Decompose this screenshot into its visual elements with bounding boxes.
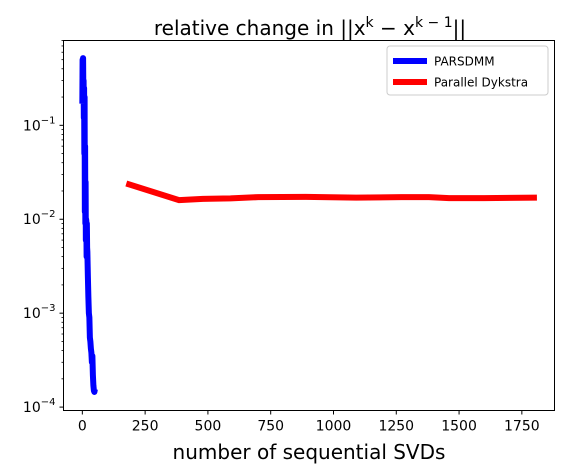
legend: PARSDMM Parallel Dykstra xyxy=(386,45,549,96)
chart-title: relative change in ||xk − xk − 1|| xyxy=(154,15,466,40)
chart-title-prefix: relative change in ||x xyxy=(154,16,366,40)
x-axis-label: number of sequential SVDs xyxy=(173,440,446,464)
x-tick-label: 0 xyxy=(78,419,87,435)
chart-title-mid: − x xyxy=(374,16,415,40)
chart-title-sup1: k xyxy=(366,15,375,31)
y-axis: 10−4 10−3 10−2 10−1 xyxy=(23,40,64,416)
x-tick-label: 1750 xyxy=(504,419,540,435)
x-tick-label: 1500 xyxy=(441,419,477,435)
x-axis: 0 250 500 750 1000 1250 1500 1750 xyxy=(78,410,540,435)
y-tick-label: 10−4 xyxy=(23,397,56,416)
legend-label-parallel-dykstra: Parallel Dykstra xyxy=(434,76,528,90)
y-tick-label: 10−1 xyxy=(23,115,56,134)
y-tick-label: 10−3 xyxy=(23,303,56,322)
series-line-parallel-dykstra xyxy=(125,180,537,204)
x-tick-label: 1250 xyxy=(378,419,414,435)
chart-title-suffix: || xyxy=(453,16,466,40)
x-tick-label: 1000 xyxy=(316,419,352,435)
x-tick-label: 500 xyxy=(195,419,222,435)
x-tick-label: 750 xyxy=(257,419,284,435)
legend-label-parsdmm: PARSDMM xyxy=(434,55,495,69)
series-line-parsdmm xyxy=(79,55,98,395)
x-tick-label: 250 xyxy=(132,419,159,435)
plot-area xyxy=(79,55,537,395)
chart-title-sup2: k − 1 xyxy=(415,15,453,31)
y-tick-label: 10−2 xyxy=(23,209,56,228)
legend-box xyxy=(386,45,549,96)
axes-frame xyxy=(63,40,555,411)
